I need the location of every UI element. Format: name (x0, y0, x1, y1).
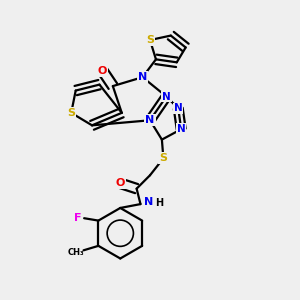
Text: O: O (98, 66, 107, 76)
Text: H: H (155, 198, 163, 208)
Text: S: S (146, 35, 154, 45)
Text: N: N (177, 124, 186, 134)
Text: N: N (144, 197, 153, 207)
Text: O: O (116, 178, 125, 188)
Text: S: S (159, 153, 167, 163)
Text: F: F (74, 213, 81, 223)
Text: S: S (67, 108, 75, 118)
Text: N: N (174, 103, 183, 113)
Text: N: N (138, 72, 147, 82)
Text: CH₃: CH₃ (68, 248, 84, 257)
Text: N: N (146, 115, 154, 125)
Text: N: N (162, 92, 171, 101)
